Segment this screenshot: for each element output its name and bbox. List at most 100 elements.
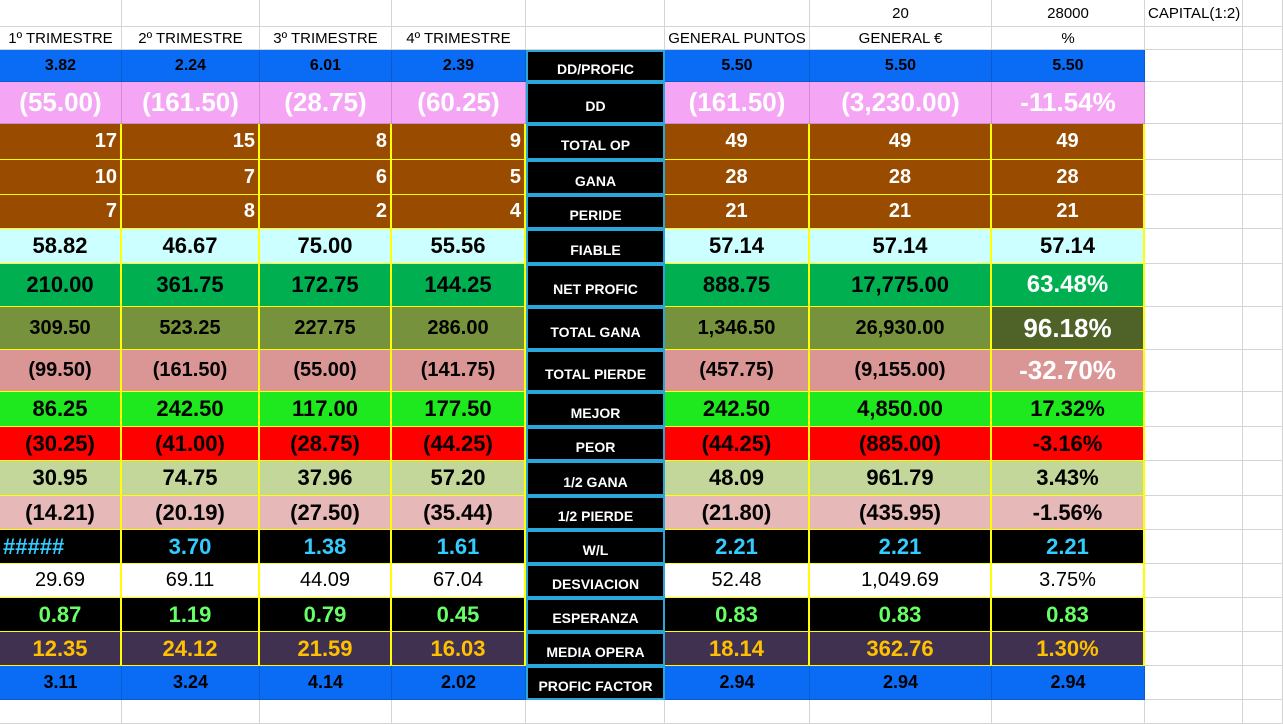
value-cell: (161.50) xyxy=(122,82,260,124)
value-cell: 2.21 xyxy=(665,530,810,564)
empty-cell xyxy=(260,700,392,724)
empty-cell xyxy=(1243,700,1283,724)
value-cell: 0.83 xyxy=(810,598,992,632)
value-cell: (141.75) xyxy=(392,350,526,392)
value-cell: 4 xyxy=(392,195,526,229)
value-cell: 49 xyxy=(665,124,810,160)
value-cell: 28 xyxy=(992,160,1145,195)
value-cell: 361.75 xyxy=(122,264,260,307)
value-cell: -1.56% xyxy=(992,496,1145,530)
value-cell: 58.82 xyxy=(0,229,122,264)
value-cell: 44.09 xyxy=(260,564,392,598)
empty-cell xyxy=(1145,307,1243,350)
value-cell: 3.75% xyxy=(992,564,1145,598)
empty-cell xyxy=(1243,307,1283,350)
value-cell: 57.14 xyxy=(810,229,992,264)
empty-cell xyxy=(260,0,392,27)
value-cell: 69.11 xyxy=(122,564,260,598)
value-cell: (14.21) xyxy=(0,496,122,530)
column-header: 4º TRIMESTRE xyxy=(392,27,526,50)
value-cell: 49 xyxy=(992,124,1145,160)
empty-cell xyxy=(1145,427,1243,461)
empty-cell xyxy=(1243,124,1283,160)
empty-cell xyxy=(0,700,122,724)
value-cell: 7 xyxy=(122,160,260,195)
value-cell: 1.61 xyxy=(392,530,526,564)
value-cell: 8 xyxy=(260,124,392,160)
empty-cell xyxy=(1145,229,1243,264)
empty-cell xyxy=(1243,530,1283,564)
empty-cell xyxy=(1145,82,1243,124)
value-cell: 1.19 xyxy=(122,598,260,632)
value-cell: 0.79 xyxy=(260,598,392,632)
value-cell: 1.30% xyxy=(992,632,1145,666)
empty-cell xyxy=(1145,27,1243,50)
empty-cell xyxy=(1243,160,1283,195)
value-cell: 48.09 xyxy=(665,461,810,496)
row-label: PERIDE xyxy=(526,195,665,229)
value-cell: 5.50 xyxy=(665,50,810,82)
row-label: 1/2 PIERDE xyxy=(526,496,665,530)
value-cell: 2.24 xyxy=(122,50,260,82)
value-cell: 49 xyxy=(810,124,992,160)
value-cell: 177.50 xyxy=(392,392,526,427)
empty-cell xyxy=(1243,229,1283,264)
row-label: PROFIC FACTOR xyxy=(526,666,665,700)
empty-cell xyxy=(1145,124,1243,160)
value-cell: 0.83 xyxy=(992,598,1145,632)
value-cell: (161.50) xyxy=(122,350,260,392)
top-cell: 28000 xyxy=(992,0,1145,27)
row-label: W/L xyxy=(526,530,665,564)
empty-cell xyxy=(392,700,526,724)
value-cell: 309.50 xyxy=(0,307,122,350)
value-cell: 55.56 xyxy=(392,229,526,264)
value-cell: 5.50 xyxy=(810,50,992,82)
value-cell: (55.00) xyxy=(260,350,392,392)
empty-cell xyxy=(1243,461,1283,496)
empty-cell xyxy=(1145,160,1243,195)
empty-cell xyxy=(1243,264,1283,307)
row-label: ESPERANZA xyxy=(526,598,665,632)
column-header: GENERAL PUNTOS xyxy=(665,27,810,50)
row-label: 1/2 GANA xyxy=(526,461,665,496)
value-cell: (41.00) xyxy=(122,427,260,461)
empty-cell xyxy=(1145,666,1243,700)
top-cell: CAPITAL(1:2) xyxy=(1145,0,1243,27)
empty-cell xyxy=(392,0,526,27)
value-cell: (21.80) xyxy=(665,496,810,530)
empty-cell xyxy=(1145,461,1243,496)
value-cell: 1,346.50 xyxy=(665,307,810,350)
empty-cell xyxy=(526,27,665,50)
column-header: 2º TRIMESTRE xyxy=(122,27,260,50)
empty-cell xyxy=(1145,350,1243,392)
empty-cell xyxy=(1243,496,1283,530)
row-label: MEJOR xyxy=(526,392,665,427)
row-label: MEDIA OPERA xyxy=(526,632,665,666)
value-cell: 21 xyxy=(992,195,1145,229)
empty-cell xyxy=(665,0,810,27)
row-label: FIABLE xyxy=(526,229,665,264)
column-header: % xyxy=(992,27,1145,50)
value-cell: (28.75) xyxy=(260,427,392,461)
value-cell: (161.50) xyxy=(665,82,810,124)
value-cell: -3.16% xyxy=(992,427,1145,461)
value-cell: 96.18% xyxy=(992,307,1145,350)
value-cell: 37.96 xyxy=(260,461,392,496)
empty-cell xyxy=(122,700,260,724)
value-cell: 144.25 xyxy=(392,264,526,307)
value-cell: 227.75 xyxy=(260,307,392,350)
value-cell: 57.20 xyxy=(392,461,526,496)
value-cell: 30.95 xyxy=(0,461,122,496)
value-cell: (60.25) xyxy=(392,82,526,124)
empty-cell xyxy=(1145,530,1243,564)
value-cell: 28 xyxy=(810,160,992,195)
value-cell: 523.25 xyxy=(122,307,260,350)
empty-cell xyxy=(1243,632,1283,666)
value-cell: 52.48 xyxy=(665,564,810,598)
value-cell: 5.50 xyxy=(992,50,1145,82)
empty-cell xyxy=(1243,350,1283,392)
value-cell: 46.67 xyxy=(122,229,260,264)
empty-cell xyxy=(122,0,260,27)
value-cell: 0.87 xyxy=(0,598,122,632)
